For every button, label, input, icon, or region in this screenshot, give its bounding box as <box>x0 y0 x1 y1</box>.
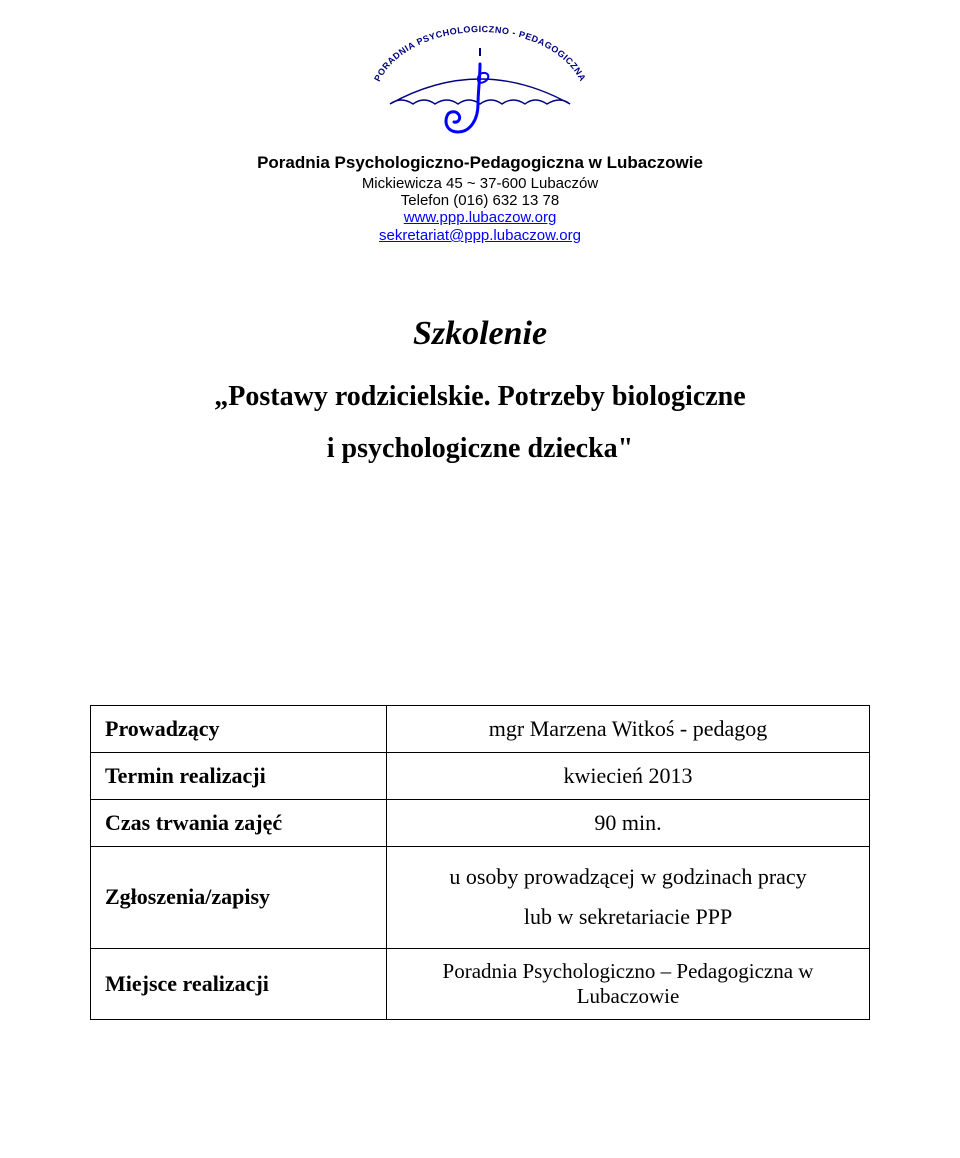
title-main: Szkolenie <box>90 315 870 353</box>
row-value: u osoby prowadzącej w godzinach pracy lu… <box>387 846 870 948</box>
title-subtitle: „Postawy rodzicielskie. Potrzeby biologi… <box>90 371 870 475</box>
row-label: Prowadzący <box>91 705 387 752</box>
title-sub-line1: „Postawy rodzicielskie. Potrzeby biologi… <box>214 381 745 412</box>
table-row: Prowadzący mgr Marzena Witkoś - pedagog <box>91 705 870 752</box>
table-row: Czas trwania zajęć 90 min. <box>91 799 870 846</box>
row-label: Termin realizacji <box>91 752 387 799</box>
row-label: Zgłoszenia/zapisy <box>91 846 387 948</box>
row-value-line2: lub w sekretariacie PPP <box>524 904 732 929</box>
row-value-line1: u osoby prowadzącej w godzinach pracy <box>449 864 806 889</box>
row-label: Miejsce realizacji <box>91 948 387 1019</box>
table-row: Zgłoszenia/zapisy u osoby prowadzącej w … <box>91 846 870 948</box>
row-value: Poradnia Psychologiczno – Pedagogiczna w… <box>387 948 870 1019</box>
table-row: Termin realizacji kwiecień 2013 <box>91 752 870 799</box>
title-block: Szkolenie „Postawy rodzicielskie. Potrze… <box>90 315 870 475</box>
logo-container: PORADNIA PSYCHOLOGICZNO - PEDAGOGICZNA <box>90 24 870 149</box>
row-value: kwiecień 2013 <box>387 752 870 799</box>
org-phone: Telefon (016) 632 13 78 <box>90 192 870 209</box>
logo-svg: PORADNIA PSYCHOLOGICZNO - PEDAGOGICZNA <box>350 24 610 144</box>
row-label: Czas trwania zajęć <box>91 799 387 846</box>
org-name: Poradnia Psychologiczno-Pedagogiczna w L… <box>90 153 870 173</box>
row-value: 90 min. <box>387 799 870 846</box>
table-row: Miejsce realizacji Poradnia Psychologicz… <box>91 948 870 1019</box>
row-value: mgr Marzena Witkoś - pedagog <box>387 705 870 752</box>
title-sub-line2: i psychologiczne dziecka" <box>327 433 633 464</box>
info-table: Prowadzący mgr Marzena Witkoś - pedagog … <box>90 705 870 1020</box>
org-address: Mickiewicza 45 ~ 37-600 Lubaczów <box>90 175 870 192</box>
org-info-block: Poradnia Psychologiczno-Pedagogiczna w L… <box>90 153 870 245</box>
org-website-link[interactable]: www.ppp.lubaczow.org <box>404 209 557 226</box>
org-email-link[interactable]: sekretariat@ppp.lubaczow.org <box>379 227 581 244</box>
